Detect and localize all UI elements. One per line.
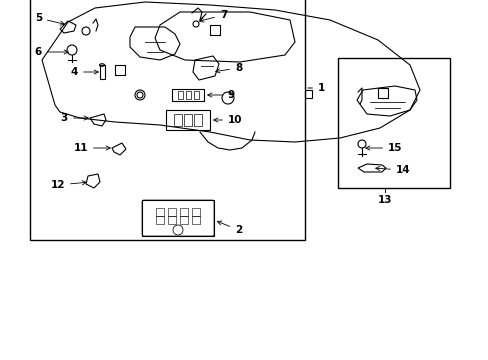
Bar <box>183 114 192 126</box>
Bar <box>180 216 187 224</box>
Bar <box>165 110 209 130</box>
Bar <box>193 91 198 99</box>
Text: 10: 10 <box>213 115 242 125</box>
Bar <box>168 208 176 216</box>
Bar <box>377 88 387 98</box>
Bar <box>192 208 200 216</box>
Text: 6: 6 <box>35 47 68 57</box>
Text: 13: 13 <box>377 195 391 205</box>
Bar <box>30 0 305 240</box>
Text: 9: 9 <box>207 90 235 100</box>
Text: 5: 5 <box>35 13 64 25</box>
Text: 1: 1 <box>307 83 325 93</box>
Text: 12: 12 <box>50 180 86 190</box>
Bar <box>192 216 200 224</box>
Text: 14: 14 <box>375 165 410 175</box>
Text: 8: 8 <box>215 63 242 73</box>
Text: 2: 2 <box>217 221 242 235</box>
Bar <box>156 216 163 224</box>
Text: 15: 15 <box>365 143 402 153</box>
Bar <box>177 91 182 99</box>
Bar <box>99 65 104 79</box>
Bar <box>209 25 220 35</box>
Text: 4: 4 <box>70 67 98 77</box>
Text: 7: 7 <box>199 10 227 22</box>
Bar <box>142 200 214 236</box>
Bar <box>337 58 449 188</box>
Bar <box>174 114 182 126</box>
Text: 11: 11 <box>73 143 110 153</box>
Bar <box>180 208 187 216</box>
Bar <box>194 114 202 126</box>
Bar <box>156 208 163 216</box>
Bar <box>172 89 203 101</box>
Bar <box>168 216 176 224</box>
Text: 3: 3 <box>61 113 88 123</box>
Bar <box>185 91 190 99</box>
